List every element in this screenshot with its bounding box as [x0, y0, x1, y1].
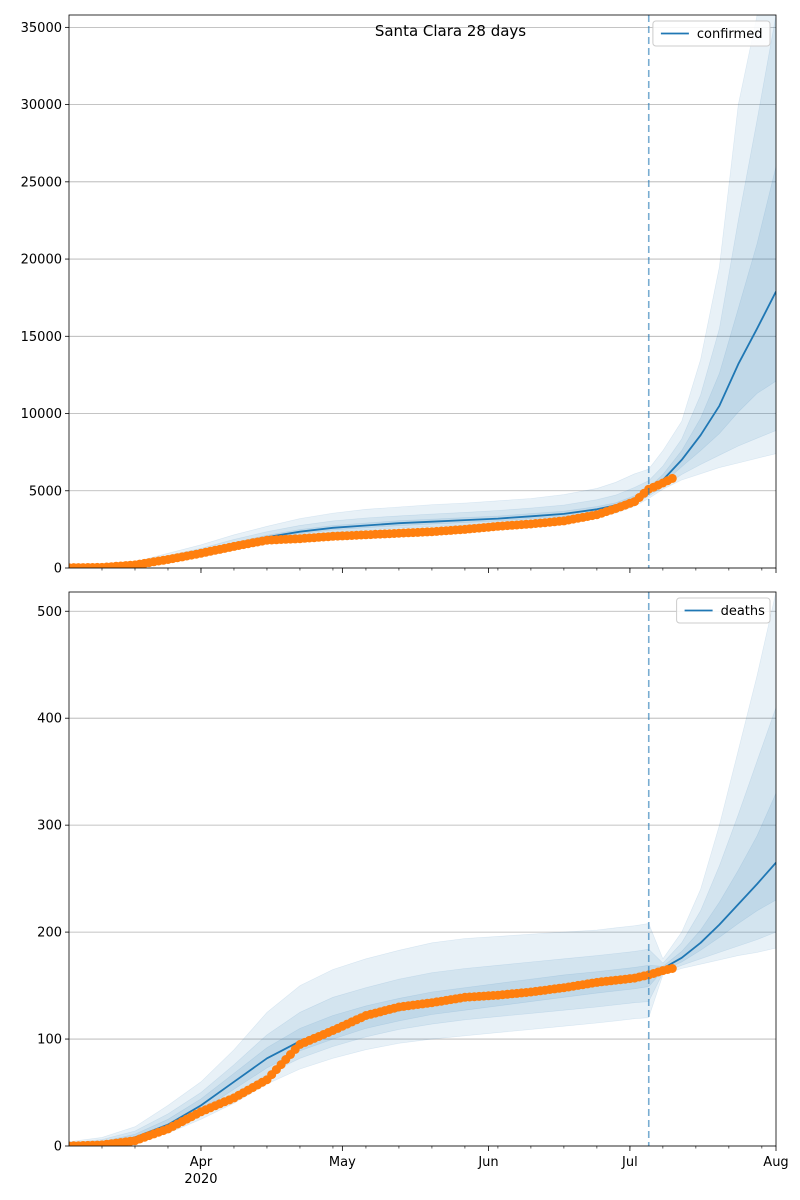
observed-point	[667, 964, 677, 973]
uncertainty-band-2	[69, 707, 776, 1146]
y-tick-label: 200	[37, 926, 62, 941]
x-tick-label: Aug	[763, 1155, 788, 1170]
axes-frame	[68, 14, 777, 569]
x-tick-label: May	[329, 1155, 356, 1170]
legend-box	[676, 597, 771, 624]
plot-area	[69, 15, 776, 568]
legend-label: deaths	[721, 604, 766, 619]
plot-area	[69, 592, 776, 1146]
y-tick-label: 300	[37, 819, 62, 834]
y-tick-label: 400	[37, 712, 62, 727]
confirmed-panel: 0 5000 10000 15000 20000 25000 30000 35000 Santa…	[21, 14, 777, 577]
x-tick-label: Apr	[190, 1155, 213, 1170]
x-tick-label: Jun	[477, 1155, 498, 1170]
y-tick-label: 0	[54, 1140, 62, 1155]
deaths-panel: 0 100 200 300 400 500 Apr 2020 May Jun Jul Aug death…	[37, 591, 789, 1187]
uncertainty-band-3	[69, 792, 776, 1146]
y-tick-label: 100	[37, 1033, 62, 1048]
y-tick-label: 25000	[21, 175, 62, 190]
y-tick-label: 500	[37, 605, 62, 620]
chart-title: Santa Clara 28 days	[375, 22, 526, 40]
y-tick-label: 10000	[21, 407, 62, 422]
legend-box	[652, 20, 771, 47]
x-tick-sublabel: 2020	[184, 1172, 217, 1187]
y-tick-label: 20000	[21, 253, 62, 268]
y-tick-label: 5000	[29, 484, 62, 499]
observed-point	[667, 473, 677, 483]
y-tick-label: 15000	[21, 330, 62, 345]
y-tick-label: 35000	[21, 21, 62, 36]
y-tick-label: 0	[54, 562, 62, 577]
uncertainty-band-3	[69, 166, 776, 568]
axes-frame	[68, 591, 777, 1147]
y-tick-label: 30000	[21, 98, 62, 113]
legend-label: confirmed	[697, 27, 763, 42]
x-tick-label: Jul	[621, 1155, 638, 1170]
uncertainty-band-1	[69, 592, 776, 1146]
